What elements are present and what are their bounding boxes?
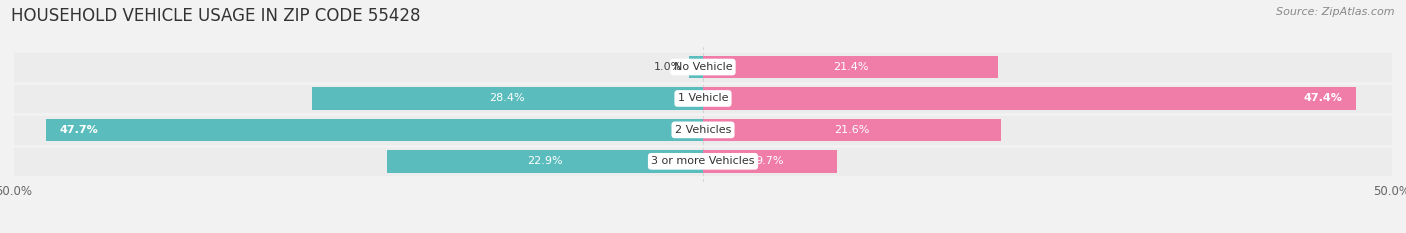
Text: 47.4%: 47.4% xyxy=(1303,93,1343,103)
Text: 28.4%: 28.4% xyxy=(489,93,526,103)
Bar xyxy=(14,83,1392,114)
Text: 2 Vehicles: 2 Vehicles xyxy=(675,125,731,135)
Bar xyxy=(703,150,837,173)
Bar xyxy=(703,87,1357,110)
Text: 21.4%: 21.4% xyxy=(832,62,868,72)
Bar xyxy=(14,51,1392,83)
Bar xyxy=(312,87,703,110)
Bar xyxy=(703,56,998,78)
Bar xyxy=(14,146,1392,177)
Text: 1.0%: 1.0% xyxy=(654,62,682,72)
Text: Source: ZipAtlas.com: Source: ZipAtlas.com xyxy=(1277,7,1395,17)
Text: 22.9%: 22.9% xyxy=(527,156,562,166)
Bar xyxy=(388,150,703,173)
Bar xyxy=(46,119,703,141)
Bar xyxy=(689,56,703,78)
Text: HOUSEHOLD VEHICLE USAGE IN ZIP CODE 55428: HOUSEHOLD VEHICLE USAGE IN ZIP CODE 5542… xyxy=(11,7,420,25)
Bar xyxy=(703,119,1001,141)
Text: 21.6%: 21.6% xyxy=(834,125,869,135)
Text: 9.7%: 9.7% xyxy=(755,156,785,166)
Bar xyxy=(14,114,1392,146)
Text: 3 or more Vehicles: 3 or more Vehicles xyxy=(651,156,755,166)
Text: 47.7%: 47.7% xyxy=(59,125,98,135)
Text: 1 Vehicle: 1 Vehicle xyxy=(678,93,728,103)
Text: No Vehicle: No Vehicle xyxy=(673,62,733,72)
